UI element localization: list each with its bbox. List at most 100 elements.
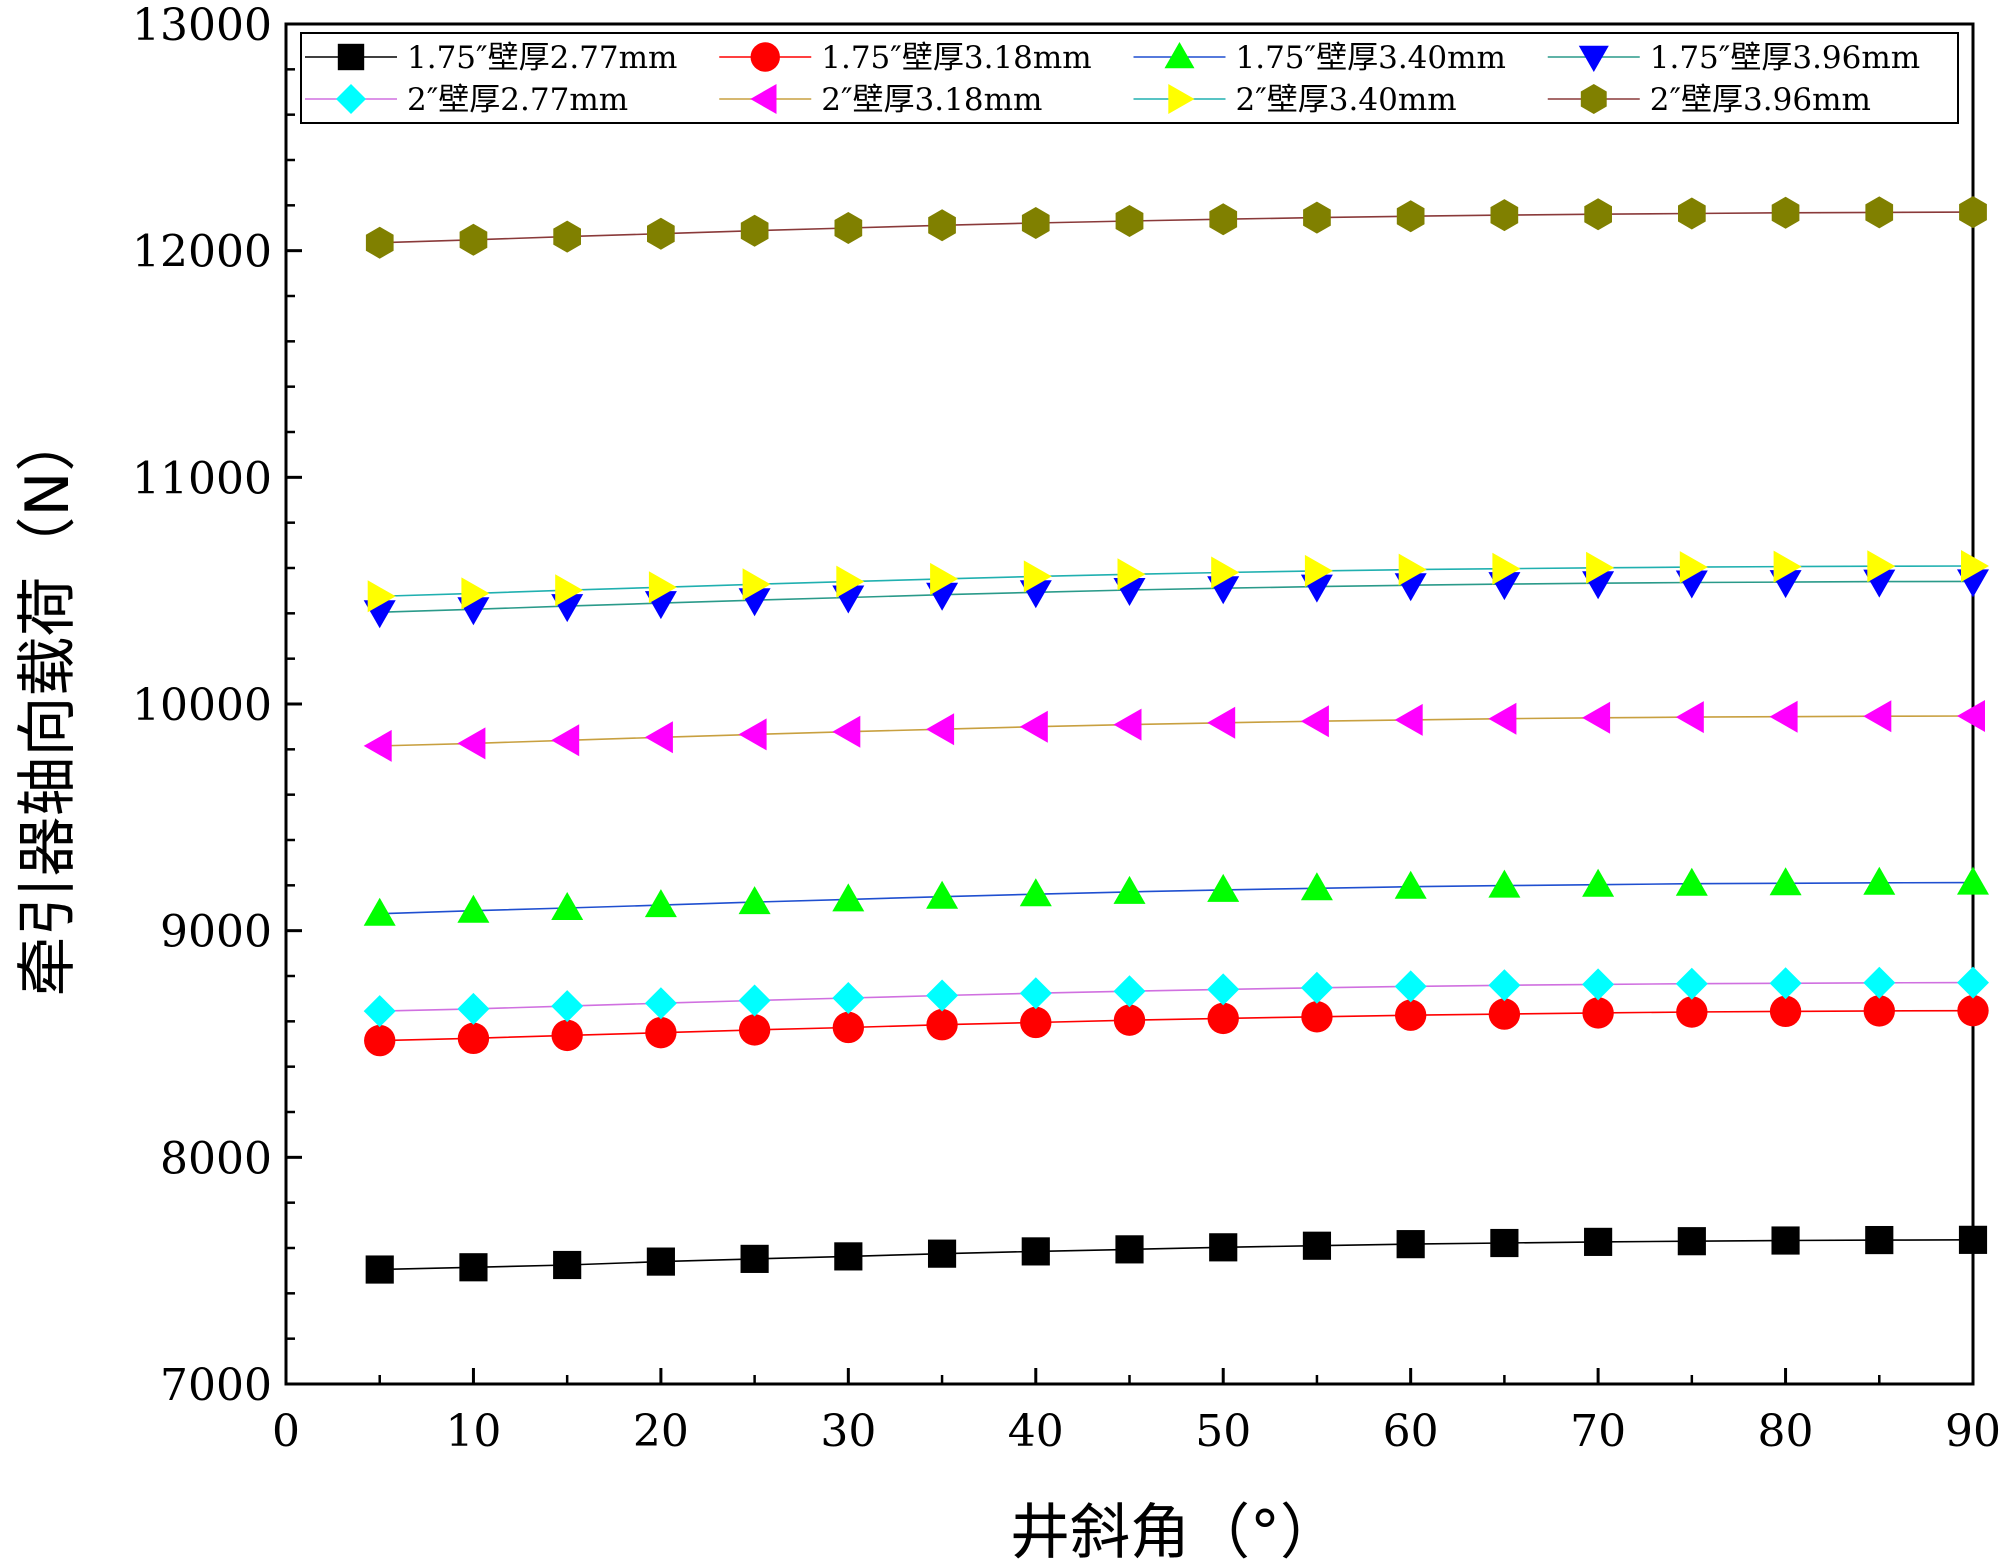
data-point xyxy=(457,894,490,923)
data-point xyxy=(1300,705,1329,738)
data-point xyxy=(1675,701,1704,734)
legend-label: 1.75″壁厚3.40mm xyxy=(1236,40,1506,76)
data-point xyxy=(1207,973,1240,1006)
data-point xyxy=(738,1014,771,1046)
data-point xyxy=(646,1247,675,1276)
x-tick-label: 80 xyxy=(1758,1406,1814,1457)
data-point xyxy=(926,713,955,746)
series-3 xyxy=(363,866,1989,926)
data-point xyxy=(644,889,677,918)
legend-label: 1.75″壁厚2.77mm xyxy=(407,40,677,76)
data-point xyxy=(1957,700,1985,732)
data-point xyxy=(644,987,677,1020)
data-point xyxy=(1769,995,1802,1028)
data-point xyxy=(1300,872,1333,901)
series-7 xyxy=(367,550,1989,613)
series-2 xyxy=(364,995,1989,1057)
data-point xyxy=(1117,558,1146,591)
data-point xyxy=(1113,975,1146,1008)
data-point xyxy=(647,217,675,250)
x-tick-label: 10 xyxy=(445,1406,501,1457)
data-point xyxy=(1398,553,1427,586)
data-point xyxy=(926,1009,958,1041)
legend-marker xyxy=(1578,45,1609,72)
x-tick-label: 90 xyxy=(1945,1406,2000,1457)
x-tick-label: 30 xyxy=(820,1406,876,1457)
data-point xyxy=(1679,551,1708,584)
y-tick-label: 13000 xyxy=(132,0,272,51)
data-point xyxy=(1957,866,1989,895)
data-point xyxy=(363,995,396,1028)
data-point xyxy=(551,1019,583,1052)
data-point xyxy=(1302,1231,1332,1260)
series-layer xyxy=(363,196,1989,1284)
legend-label: 2″壁厚3.40mm xyxy=(1236,82,1457,118)
data-point xyxy=(1958,1225,1988,1254)
data-point xyxy=(832,883,865,912)
data-point xyxy=(1021,1237,1050,1266)
data-point xyxy=(928,209,956,242)
data-point xyxy=(1488,969,1521,1002)
data-point xyxy=(551,990,584,1023)
data-point xyxy=(1488,702,1517,735)
data-point xyxy=(1584,198,1612,231)
data-point xyxy=(551,724,580,757)
data-point xyxy=(644,721,673,754)
x-axis-title: 井斜角（°） xyxy=(1010,1498,1340,1565)
data-point xyxy=(553,1250,582,1280)
legend-marker xyxy=(1168,84,1195,114)
legend-label: 2″壁厚3.18mm xyxy=(821,82,1042,118)
data-point xyxy=(738,984,771,1017)
data-point xyxy=(1582,868,1615,897)
data-point xyxy=(1115,205,1144,237)
x-tick-label: 60 xyxy=(1383,1406,1439,1457)
legend-box xyxy=(300,32,1959,124)
x-tick-label: 20 xyxy=(633,1406,689,1457)
data-point xyxy=(645,1016,677,1049)
data-point xyxy=(1957,966,1989,999)
series-8 xyxy=(365,196,1987,259)
data-point xyxy=(1957,995,1989,1027)
data-point xyxy=(1863,866,1896,895)
data-point xyxy=(1488,869,1521,898)
data-point xyxy=(1582,968,1615,1001)
data-point xyxy=(926,880,959,909)
data-point xyxy=(832,1011,865,1044)
legend-marker xyxy=(750,84,777,114)
legend-marker xyxy=(750,42,780,72)
data-point xyxy=(1209,1233,1238,1262)
data-point xyxy=(1115,1235,1144,1264)
series-line xyxy=(379,715,1974,747)
data-point xyxy=(1677,1227,1706,1256)
data-point xyxy=(1019,878,1052,907)
data-point xyxy=(461,577,490,610)
data-point xyxy=(1488,998,1521,1030)
data-point xyxy=(1021,207,1050,239)
data-point xyxy=(738,886,771,915)
data-point xyxy=(1304,554,1333,587)
data-point xyxy=(1396,1230,1425,1259)
data-point xyxy=(1771,196,1800,229)
data-point xyxy=(1113,708,1142,741)
data-point xyxy=(926,979,959,1012)
series-6 xyxy=(363,700,1985,762)
data-point xyxy=(459,223,488,256)
data-point xyxy=(1211,556,1240,589)
series-line xyxy=(379,211,1974,244)
series-5 xyxy=(363,966,1989,1028)
data-point xyxy=(1207,873,1240,902)
data-point xyxy=(1113,875,1146,904)
data-point xyxy=(1959,196,1987,229)
data-point xyxy=(1675,867,1708,896)
data-point xyxy=(365,226,394,259)
data-point xyxy=(553,220,581,253)
data-point xyxy=(1490,199,1519,232)
y-tick-label: 11000 xyxy=(132,453,272,504)
data-point xyxy=(1584,1227,1613,1256)
data-point xyxy=(834,1242,863,1271)
x-axis-ticks: 0 10 20 30 40 50 60 70 80 90 xyxy=(272,1368,2000,1457)
y-tick-label: 12000 xyxy=(132,227,272,278)
data-point xyxy=(1394,999,1427,1031)
series-line xyxy=(379,981,1974,1012)
legend-label: 2″壁厚3.96mm xyxy=(1650,82,1871,118)
